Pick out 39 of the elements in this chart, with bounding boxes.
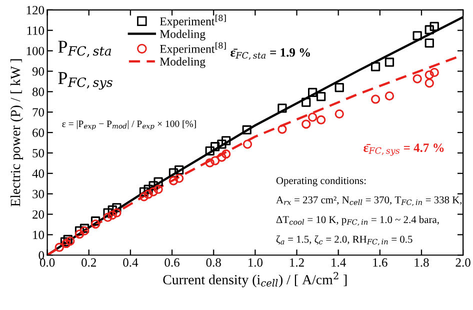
y-tick-label: 20: [32, 210, 44, 219]
y-tick-label: 0: [38, 251, 44, 260]
x-tick-label: 1.8: [414, 258, 429, 267]
y-tick-label: 70: [32, 108, 44, 117]
y-tick-label: 100: [26, 46, 44, 56]
x-tick-label: 0.0: [40, 258, 55, 267]
annotation: A$_{rx}$ = 237 cm², N$_{cell}$ = 370, T$_{FC,in}$ = 338 K,: [276, 196, 462, 206]
legend-label: Modeling: [160, 30, 206, 40]
annotation: ΔT$_{cool}$ = 10 K, p$_{FC,in}$ = 1.0 ~ 2.4 bara,: [276, 216, 439, 226]
annotation: ε = |P$_{exp}$ − P$_{mod}$| / P$_{exp}$ × 100 [%]: [62, 120, 196, 130]
x-tick-label: 0.2: [82, 258, 96, 267]
y-tick-label: 60: [32, 128, 44, 137]
y-tick-label: 50: [32, 148, 44, 158]
y-tick-label: 40: [32, 169, 44, 178]
x-tick-label: 1.2: [290, 258, 304, 267]
annotation: ε̄$_{FC,sta}$ = 1.9 %: [230, 48, 310, 60]
y-axis-title: Electric power (P) / [ kW ]: [10, 59, 23, 206]
x-tick-label: 0.4: [123, 258, 138, 267]
legend-label: Modeling: [160, 57, 206, 68]
y-tick-label: 90: [32, 67, 44, 76]
annotation: Operating conditions:: [276, 176, 366, 186]
x-tick-label: 1.0: [248, 258, 263, 267]
x-axis-title: Current density (i$_{cell}$) / [ A/cm$^{2}$ ]: [163, 272, 347, 288]
y-tick-label: 110: [27, 26, 44, 35]
y-tick-label: 10: [33, 230, 44, 240]
legend-label: Experiment$^{[8]}$: [160, 14, 226, 28]
x-tick-label: 0.8: [206, 258, 221, 267]
annotation: P$_{FC,sta}$: [58, 40, 112, 58]
x-tick-label: 1.4: [332, 258, 346, 267]
x-tick-label: 0.6: [164, 258, 180, 267]
y-tick-label: 120: [26, 6, 44, 14]
annotation: P$_{FC,sys}$: [58, 72, 112, 90]
y-tick-label: 30: [32, 190, 44, 198]
annotation: ε̄$_{FC,sys}$ = 4.7 %: [364, 144, 444, 156]
y-tick-label: 80: [32, 88, 44, 96]
legend-label: Experiment$^{[8]}$: [160, 42, 226, 56]
x-tick-label: 2.0: [456, 258, 470, 267]
x-tick-label: 1.6: [373, 258, 388, 267]
annotation: ζ$_{a}$ = 1.5, ζ$_{c}$ = 2.0, RH$_{FC,in}$ = 0.5: [276, 235, 412, 246]
